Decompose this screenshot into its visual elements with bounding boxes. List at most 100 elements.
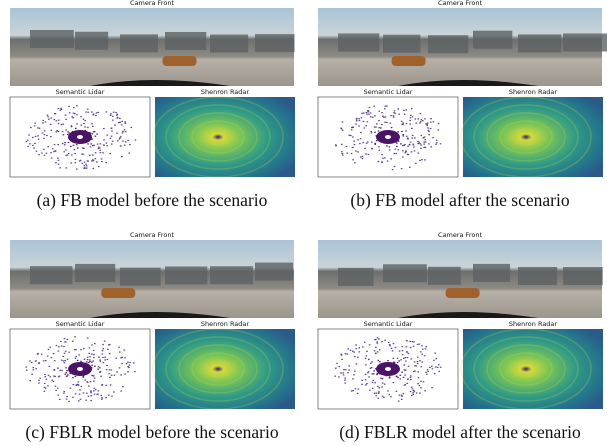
lidar-point [383, 117, 385, 118]
lidar-point [102, 152, 104, 153]
lidar-point [111, 369, 113, 370]
lidar-point [100, 371, 102, 372]
lidar-point [87, 382, 89, 383]
lidar-point [427, 127, 429, 128]
building [383, 35, 420, 53]
lidar-point [53, 151, 55, 152]
lidar-point [87, 160, 89, 161]
lidar-point [37, 127, 39, 128]
lidar-point [373, 106, 375, 107]
lidar-point [351, 129, 353, 130]
lidar-point [378, 387, 380, 388]
lidar-point [93, 375, 95, 376]
lidar-point [438, 371, 440, 372]
lidar-point [424, 355, 426, 356]
lidar-point [83, 119, 85, 120]
lidar-point [58, 108, 60, 109]
lidar-point [94, 394, 96, 395]
lidar-point [78, 354, 80, 355]
lidar-point [406, 351, 408, 352]
lidar-point [427, 369, 429, 370]
lidar-point [342, 130, 344, 131]
lidar-point [400, 375, 402, 376]
lidar-point [438, 123, 440, 124]
lidar-point [366, 351, 368, 352]
lidar-point [111, 128, 113, 129]
lidar-point [108, 344, 110, 345]
lidar-point [29, 360, 31, 361]
lidar-point [384, 157, 386, 158]
lidar-point [115, 358, 117, 359]
lidar-point [107, 359, 109, 360]
building [30, 30, 74, 48]
lidar-point [77, 147, 79, 148]
lidar-point [112, 116, 114, 117]
lidar-point [91, 365, 93, 366]
lidar-point [412, 144, 414, 145]
lidar-point [401, 395, 403, 396]
lidar-point [100, 143, 102, 144]
lidar-point [106, 365, 108, 366]
lidar-point [376, 341, 378, 342]
lidar-point [84, 379, 86, 380]
lidar-point [109, 153, 111, 154]
lidar-point [88, 385, 90, 386]
lidar-point [32, 145, 34, 146]
lidar-point [417, 363, 419, 364]
lidar-point [66, 398, 68, 399]
lidar-point [122, 131, 124, 132]
lidar-point [81, 125, 83, 126]
lidar-point [83, 154, 85, 155]
lidar-point [84, 120, 86, 121]
lidar-point [397, 358, 399, 359]
lidar-point [351, 390, 353, 391]
lidar-point [101, 397, 103, 398]
lidar-point [354, 162, 356, 163]
lidar-point [133, 362, 135, 363]
lidar-point [381, 154, 383, 155]
lidar-point [411, 128, 413, 129]
lidar-point [341, 128, 343, 129]
lidar-point [435, 358, 437, 359]
lidar-point [438, 129, 440, 130]
lidar-point [28, 134, 30, 135]
lidar-point [76, 114, 78, 115]
lidar-point [420, 148, 422, 149]
lidar-point [89, 347, 91, 348]
lidar-point [377, 337, 379, 338]
lidar-point [84, 126, 86, 127]
lidar-point [370, 131, 372, 132]
lidar-point [67, 154, 69, 155]
lidar-point [430, 128, 432, 129]
building [338, 33, 379, 51]
lidar-point [427, 125, 429, 126]
lidar-point [346, 146, 348, 147]
lidar-point [411, 387, 413, 388]
lidar-point [387, 360, 389, 361]
lidar-point [73, 145, 75, 146]
lidar-point [114, 375, 116, 376]
lidar-point [413, 341, 415, 342]
lidar-point [75, 356, 77, 357]
lidar-point [410, 375, 412, 376]
lidar-point [44, 134, 46, 135]
lidar-point [409, 341, 411, 342]
lidar-point [59, 110, 61, 111]
lidar-point [100, 361, 102, 362]
lidar-point [59, 370, 61, 371]
lidar-point [112, 141, 114, 142]
lidar-point [86, 393, 88, 394]
lidar-point [388, 342, 390, 343]
lidar-point [124, 374, 126, 375]
lidar-point [73, 384, 75, 385]
lidar-point [122, 386, 124, 387]
lidar-point [102, 344, 104, 345]
lidar-point [75, 393, 77, 394]
lidar-point [422, 120, 424, 121]
lidar-point [350, 350, 352, 351]
lidar-point [410, 377, 412, 378]
lidar-point [388, 394, 390, 395]
lidar-point [365, 125, 367, 126]
lidar-point [394, 153, 396, 154]
lidar-point [31, 374, 33, 375]
